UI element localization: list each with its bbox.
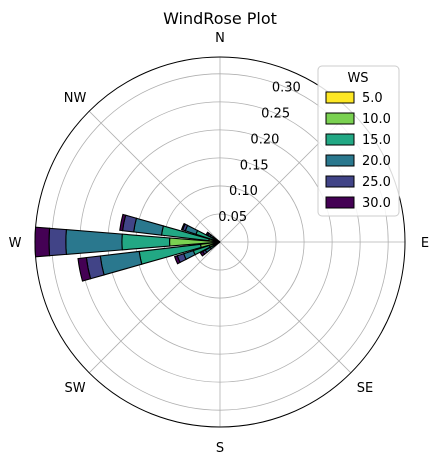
- grid-spoke: [219, 241, 352, 374]
- bar-segment: [99, 250, 143, 276]
- radial-tick-labels: 0.05 0.10 0.15 0.20 0.25 0.30: [218, 81, 301, 225]
- wind-bars: [34, 213, 221, 282]
- direction-label: N: [215, 31, 225, 46]
- chart-title: WindRose Plot: [163, 9, 277, 28]
- grid-spoke: [88, 241, 221, 374]
- legend-swatch: [325, 133, 355, 146]
- direction-label: SW: [64, 381, 85, 396]
- bar-segment: [65, 229, 123, 255]
- legend-label: 20.0: [362, 154, 391, 169]
- bar-segment: [173, 255, 181, 265]
- radial-tick-label: 0.10: [229, 184, 258, 199]
- legend-swatch: [325, 91, 355, 104]
- legend-swatch: [325, 175, 355, 188]
- legend-label: 15.0: [362, 133, 391, 148]
- radial-tick-label: 0.25: [261, 107, 290, 122]
- bar-segment: [199, 250, 206, 257]
- direction-label: S: [216, 441, 224, 456]
- radial-tick-label: 0.05: [218, 210, 247, 225]
- legend-label: 30.0: [362, 196, 391, 211]
- radial-tick-label: 0.20: [250, 132, 279, 147]
- legend-swatch: [325, 112, 355, 125]
- bar-segment: [77, 256, 92, 282]
- bar-segment: [34, 226, 51, 258]
- direction-label: E: [421, 236, 429, 251]
- bar-segment: [119, 213, 127, 232]
- legend-label: 10.0: [362, 112, 391, 127]
- legend-swatch: [325, 196, 355, 209]
- legend-label: 25.0: [362, 175, 391, 190]
- direction-label: NW: [64, 91, 87, 106]
- bar-segment: [48, 227, 67, 257]
- bar-segment: [121, 233, 171, 251]
- bar-segment: [205, 231, 210, 236]
- radial-tick-label: 0.15: [240, 158, 269, 173]
- legend-items: 5.0 10.0 15.0 20.0 25.0 30.0: [325, 91, 391, 211]
- legend-label: 5.0: [362, 91, 383, 106]
- legend: WS 5.0 10.0 15.0 20.0 25.0 30.0: [317, 65, 400, 217]
- direction-label: SE: [357, 381, 373, 396]
- legend-title: WS: [347, 71, 368, 86]
- bar-segment: [180, 222, 186, 231]
- legend-swatch: [325, 154, 355, 167]
- grid-spoke: [88, 110, 221, 243]
- bar-segment: [133, 217, 165, 236]
- direction-label: W: [9, 236, 22, 251]
- radial-tick-label: 0.30: [272, 81, 301, 96]
